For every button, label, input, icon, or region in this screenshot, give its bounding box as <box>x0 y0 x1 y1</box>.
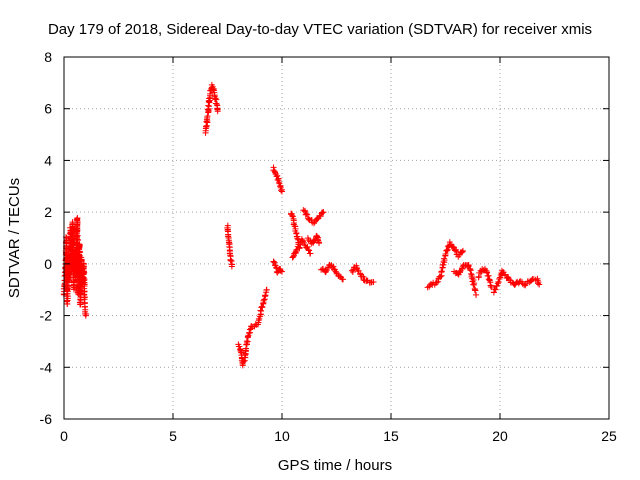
plot-frame <box>63 56 610 420</box>
x-tick-label: 20 <box>492 428 508 444</box>
x-tick-label: 10 <box>274 428 290 444</box>
y-tick-label: -4 <box>40 359 53 375</box>
grid-lines <box>64 57 609 419</box>
x-tick-label: 0 <box>60 428 68 444</box>
x-tick-label: 15 <box>383 428 399 444</box>
x-tick-label: 25 <box>601 428 617 444</box>
axis-ticks: 0 5 10 15 20 25 -6 -4 -2 0 2 4 6 8 <box>40 49 617 444</box>
y-axis-label: SDTVAR / TECUs <box>6 178 23 298</box>
y-tick-label: 6 <box>44 101 52 117</box>
y-tick-label: 8 <box>44 49 52 65</box>
x-axis-label: GPS time / hours <box>278 457 392 474</box>
y-tick-label: 0 <box>44 256 52 272</box>
x-tick-label: 5 <box>169 428 177 444</box>
y-tick-label: 2 <box>44 204 52 220</box>
y-tick-label: -2 <box>40 308 53 324</box>
chart-title: Day 179 of 2018, Sidereal Day-to-day VTE… <box>48 21 592 38</box>
data-points <box>60 81 543 369</box>
y-tick-label: -6 <box>40 411 53 427</box>
series-xmis-points <box>60 81 543 369</box>
y-tick-label: 4 <box>44 152 52 168</box>
